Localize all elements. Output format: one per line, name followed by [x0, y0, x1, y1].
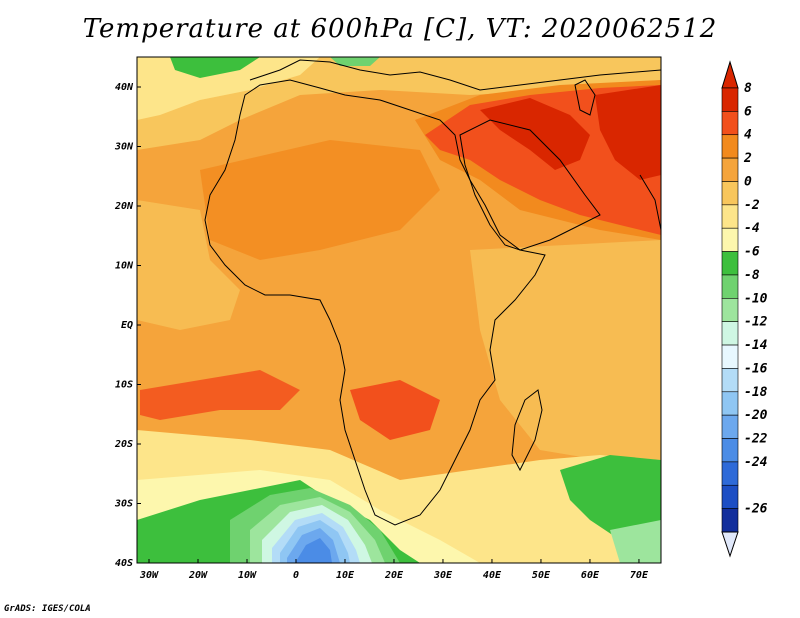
colorbar-bin: [721, 204, 739, 229]
colorbar-bin: [721, 251, 739, 276]
colorbar-label: -14: [744, 338, 768, 353]
colorbar-bin: [721, 227, 739, 252]
field-sahara-warm: [200, 140, 440, 260]
lat-tick-label: 30S: [114, 499, 133, 510]
lon-tick-label: 10E: [336, 570, 355, 581]
arabia-coastline: [459, 119, 601, 251]
latitude-labels: 40N 30N 20N 10N EQ 10S 20S 30S 40S: [114, 82, 134, 569]
madagascar-coastline: [511, 389, 543, 472]
field-iran-8: [595, 85, 661, 180]
field-zambia-6: [350, 380, 440, 440]
colorbar-bin: [721, 344, 739, 369]
field-south-green-east2: [610, 520, 661, 563]
lat-tick-label: 20N: [114, 201, 134, 212]
field-south-blue4: [295, 538, 332, 563]
grads-credit: GrADS: IGES/COLA: [4, 604, 91, 614]
colorbar-label: -16: [744, 361, 768, 376]
lon-tick-label: 50E: [532, 570, 551, 581]
europe-coastline: [249, 59, 661, 91]
colorbar-label: 6: [744, 104, 752, 119]
field-atlantic-light: [137, 200, 240, 330]
colorbar-bin: [721, 87, 739, 112]
lon-tick-label: 60E: [581, 570, 600, 581]
colorbar-top-arrow: [721, 60, 739, 89]
colorbar-label: -8: [744, 268, 760, 283]
field-atlantic-6: [140, 370, 300, 420]
colorbar-label: -6: [744, 245, 760, 260]
colorbar-bin: [721, 414, 739, 439]
lat-tick-label: 10N: [115, 261, 134, 272]
colorbar: [721, 60, 739, 558]
plot-frame: [136, 56, 662, 564]
lon-tick-label: 30W: [139, 570, 159, 581]
field-mideast-8: [480, 98, 590, 170]
colorbar-label: -22: [744, 432, 768, 447]
africa-coastline: [204, 79, 546, 526]
caspian-coastline: [574, 79, 596, 116]
coastlines: [204, 59, 661, 526]
lon-tick-label: 70E: [630, 570, 649, 581]
colorbar-label: -4: [744, 221, 760, 236]
colorbar-label: -26: [744, 502, 768, 517]
lon-tick-label: 20W: [188, 570, 208, 581]
field-north-green2: [330, 57, 380, 66]
colorbar-bin: [721, 368, 739, 393]
lon-tick-label: 0: [293, 570, 299, 581]
lat-tick-label: 30N: [114, 142, 134, 153]
colorbar-bin: [721, 157, 739, 182]
colorbar-bin: [721, 298, 739, 322]
colorbar-label: -24: [744, 455, 768, 470]
colorbar-label: -20: [744, 408, 768, 423]
lon-tick-label: 20E: [384, 570, 404, 581]
colorbar-bin: [721, 438, 739, 463]
colorbar-bin: [721, 321, 739, 346]
colorbar-bin: [721, 484, 739, 509]
temperature-field: [137, 57, 661, 563]
colorbar-bin: [721, 391, 739, 416]
lat-tick-label: 20S: [114, 439, 133, 450]
colorbar-label: 4: [744, 128, 752, 143]
colorbar-label: -10: [744, 291, 768, 306]
colorbar-bin: [721, 111, 739, 136]
lon-tick-label: 40E: [483, 570, 502, 581]
lon-tick-label: 10W: [238, 570, 257, 581]
field-north-pale: [137, 57, 320, 120]
colorbar-label: 2: [743, 151, 752, 166]
colorbar-label: 0: [744, 174, 752, 189]
colorbar-bin: [721, 181, 739, 206]
colorbar-bin: [721, 274, 739, 299]
tick-marks: [137, 86, 640, 564]
colorbar-label: -12: [744, 315, 768, 330]
lat-tick-label: 10S: [115, 380, 133, 391]
colorbar-bin: [721, 508, 739, 533]
field-north-green: [170, 57, 260, 78]
lat-tick-label: 40S: [115, 558, 133, 569]
lon-tick-label: 30E: [433, 570, 453, 581]
india-coastline: [639, 174, 661, 231]
lat-tick-label: EQ: [121, 320, 133, 331]
map-title: Temperature at 600hPa [C], VT: 202006251…: [82, 14, 718, 44]
colorbar-bin: [721, 134, 739, 159]
colorbar-label: 8: [744, 81, 752, 96]
colorbar-labels: 8 6 4 2 0 -2 -4 -6 -8 -10 -12 -14 -16 -18 -20 -22 -24 -26: [743, 81, 768, 517]
lat-tick-label: 40N: [115, 82, 134, 93]
colorbar-bottom-arrow: [721, 531, 739, 558]
longitude-labels: 30W 20W 10W 0 10E 20E 30E 40E 50E 60E 70E: [139, 570, 649, 581]
colorbar-label: -18: [744, 385, 768, 400]
field-south-green-east: [560, 455, 661, 540]
colorbar-label: -2: [744, 198, 760, 213]
field-indian-light: [470, 240, 661, 470]
colorbar-bin: [721, 461, 739, 486]
